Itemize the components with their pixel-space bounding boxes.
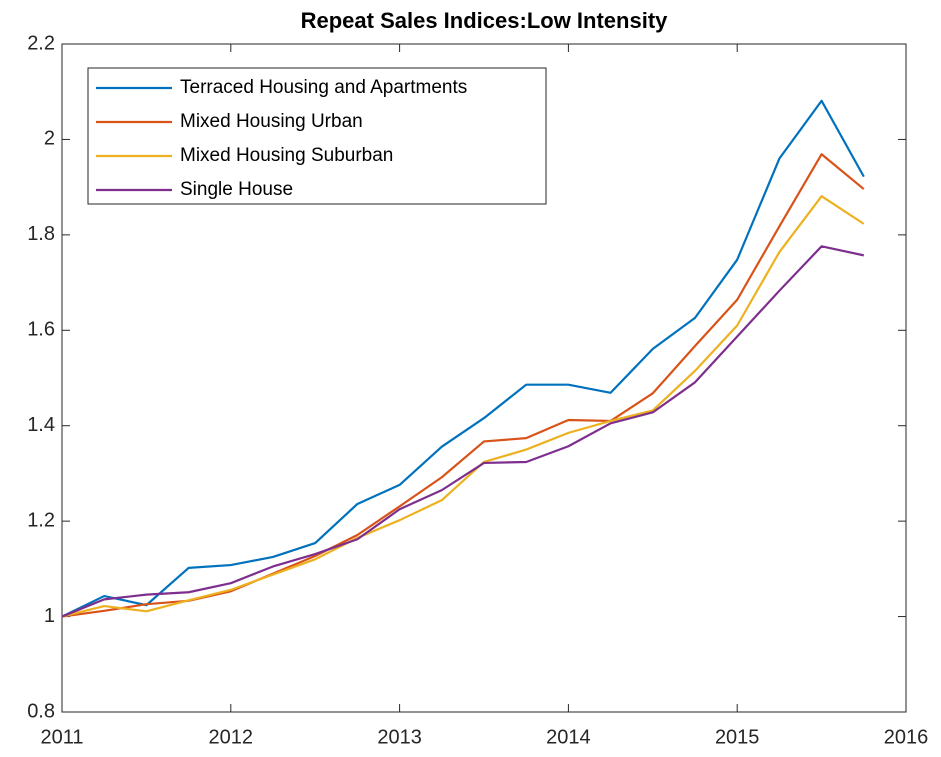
x-tick-label: 2012 (209, 726, 254, 748)
x-tick-label: 2011 (40, 726, 83, 748)
legend-label: Terraced Housing and Apartments (180, 77, 467, 98)
y-tick-label: 1.6 (27, 319, 55, 341)
y-tick-label: 1.2 (27, 509, 55, 531)
line-series (61, 195, 865, 618)
legend-label: Mixed Housing Urban (180, 111, 363, 132)
y-tick-label: 1.4 (27, 414, 55, 436)
chart-title: Repeat Sales Indices:Low Intensity (301, 8, 669, 33)
x-tick-label: 2014 (546, 726, 591, 748)
line-series (61, 99, 865, 618)
y-tick-label: 1 (44, 605, 55, 627)
x-tick-label: 2013 (377, 726, 422, 748)
x-tick-label: 2015 (715, 726, 760, 748)
line-series (61, 245, 865, 618)
legend-label: Mixed Housing Suburban (180, 145, 393, 166)
x-tick-label: 2016 (884, 726, 929, 748)
legend-box (87, 67, 547, 205)
y-tick-label: 2 (44, 128, 55, 150)
legend-label: Single House (180, 179, 293, 200)
y-tick-label: 0.8 (27, 700, 55, 722)
y-tick-label: 2.2 (27, 32, 55, 54)
y-tick-label: 1.8 (27, 223, 55, 245)
